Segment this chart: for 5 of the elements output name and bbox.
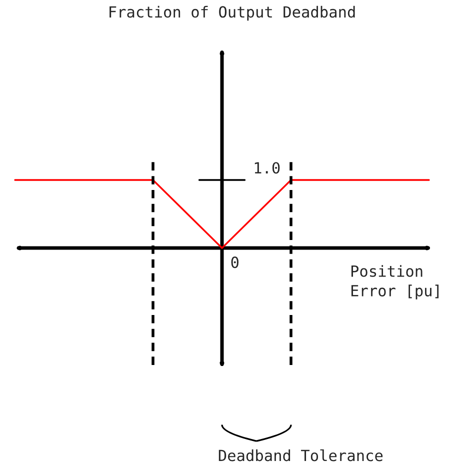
text: 1.0: [254, 162, 280, 174]
text: Deadband Tolerance: [218, 449, 383, 462]
text: 0: [231, 256, 238, 268]
chart-title: Fraction of Output Deadband: [110, 6, 355, 21]
x-axis-title: Position Error [pu]: [351, 265, 439, 300]
